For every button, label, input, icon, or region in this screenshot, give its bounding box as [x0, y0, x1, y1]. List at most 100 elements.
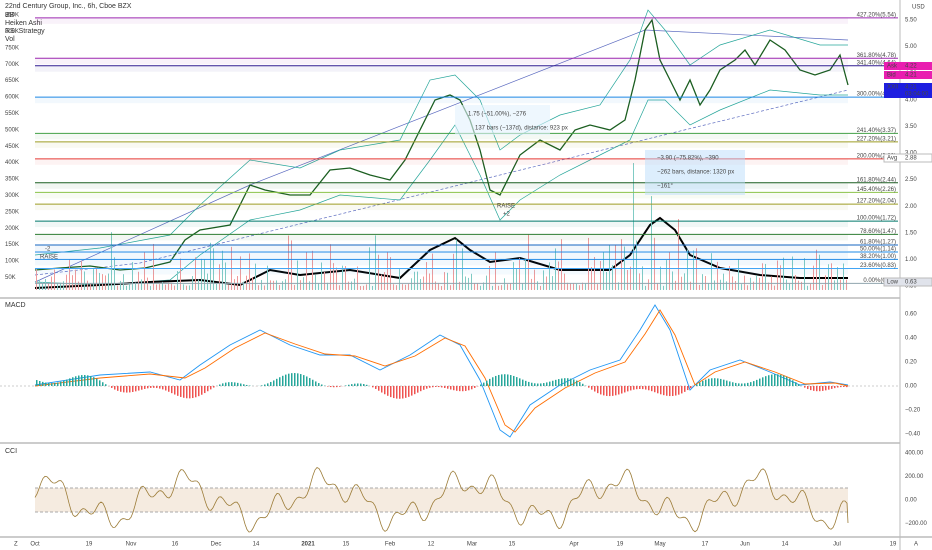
macd-histogram: [501, 374, 503, 386]
macd-histogram: [75, 376, 77, 386]
volume-bar: [690, 281, 691, 290]
volume-bar: [213, 248, 214, 290]
macd-histogram: [831, 386, 833, 389]
macd-histogram: [111, 386, 113, 388]
volume-bar: [357, 266, 358, 290]
volume-bar: [282, 281, 283, 290]
macd-histogram: [747, 382, 749, 386]
volume-bar: [435, 281, 436, 290]
macd-histogram: [426, 386, 428, 389]
volume-bar: [54, 269, 55, 290]
volume-bar: [729, 266, 730, 290]
macd-histogram: [168, 386, 170, 392]
volume-bar: [564, 273, 565, 290]
volume-bar: [210, 242, 211, 290]
macd-histogram: [762, 377, 764, 386]
macd-histogram: [660, 386, 662, 395]
macd-histogram: [99, 380, 101, 386]
fib-label: 23.60%(0.83): [860, 263, 896, 269]
macd-histogram: [153, 386, 155, 388]
macd-histogram: [636, 386, 638, 390]
volume-bar: [489, 265, 490, 290]
price-axis-label: 2.00: [905, 204, 917, 210]
volume-bar: [627, 270, 628, 290]
macd-histogram: [333, 386, 335, 388]
volume-bar: [165, 284, 166, 290]
annotation: −3.90 (−75.82%), −390: [657, 156, 719, 162]
annotation: +2: [503, 212, 511, 218]
volume-bar: [612, 265, 613, 290]
macd-histogram: [294, 373, 296, 386]
price-axis-label: 5.50: [905, 18, 917, 24]
price-tag-name: Avg: [887, 156, 897, 162]
volume-bar: [588, 237, 589, 290]
corner-button: A: [914, 542, 918, 548]
macd-histogram: [279, 377, 281, 386]
macd-histogram: [81, 375, 83, 386]
time-axis-label: Dec: [211, 542, 222, 548]
macd-histogram: [723, 379, 725, 386]
volume-bar: [846, 279, 847, 290]
volume-bar: [279, 285, 280, 290]
macd-histogram: [189, 386, 191, 399]
time-axis-label: Oct: [30, 542, 40, 548]
macd-histogram: [810, 386, 812, 391]
macd-histogram: [534, 383, 536, 386]
volume-bar: [372, 285, 373, 290]
macd-histogram: [552, 380, 554, 386]
volume-bar: [126, 285, 127, 290]
macd-histogram: [516, 377, 518, 386]
volume-bar: [60, 282, 61, 290]
macd-histogram: [84, 374, 86, 386]
annotation: -2: [45, 247, 51, 253]
macd-histogram: [336, 386, 338, 388]
measure-box: [645, 150, 745, 195]
time-axis-label: 15: [343, 542, 350, 548]
volume-bar: [207, 273, 208, 290]
macd-histogram: [48, 382, 50, 386]
macd-histogram: [486, 380, 488, 386]
macd-histogram: [573, 379, 575, 386]
annotation: 1.75 (−51.00%), −276: [468, 112, 527, 118]
volume-axis-label: 350K: [5, 177, 19, 183]
macd-histogram: [537, 383, 539, 386]
volume-bar: [519, 257, 520, 290]
volume-bar: [276, 280, 277, 290]
volume-bar: [645, 285, 646, 290]
price-axis-label: 1.00: [905, 257, 917, 263]
macd-histogram: [630, 386, 632, 391]
volume-bar: [687, 249, 688, 290]
volume-bar: [498, 285, 499, 290]
volume-bar: [840, 279, 841, 290]
macd-histogram: [243, 384, 245, 386]
macd-histogram: [462, 386, 464, 392]
volume-bar: [438, 282, 439, 290]
macd-histogram: [198, 386, 200, 397]
fib-label: 241.40%(3.37): [857, 128, 896, 134]
pane-title: MACD: [5, 302, 26, 309]
macd-histogram: [459, 386, 461, 392]
macd-histogram: [309, 378, 311, 386]
macd-histogram: [291, 373, 293, 386]
macd-histogram: [312, 379, 314, 386]
volume-bar: [396, 285, 397, 290]
macd-histogram: [822, 386, 824, 391]
volume-bar: [102, 274, 103, 290]
macd-histogram: [729, 381, 731, 386]
volume-bar: [843, 263, 844, 290]
macd-histogram: [72, 377, 74, 386]
volume-bar: [819, 254, 820, 290]
volume-bar: [138, 271, 139, 290]
macd-histogram: [36, 380, 38, 386]
volume-bar: [66, 274, 67, 290]
annotation: RAISE: [497, 204, 515, 210]
macd-histogram: [78, 375, 80, 386]
macd-histogram: [672, 386, 674, 397]
macd-histogram: [840, 386, 842, 388]
volume-bar: [648, 279, 649, 290]
volume-bar: [417, 271, 418, 290]
macd-histogram: [138, 386, 140, 391]
volume-bar: [504, 278, 505, 290]
macd-histogram: [162, 386, 164, 390]
macd-histogram: [264, 384, 266, 386]
